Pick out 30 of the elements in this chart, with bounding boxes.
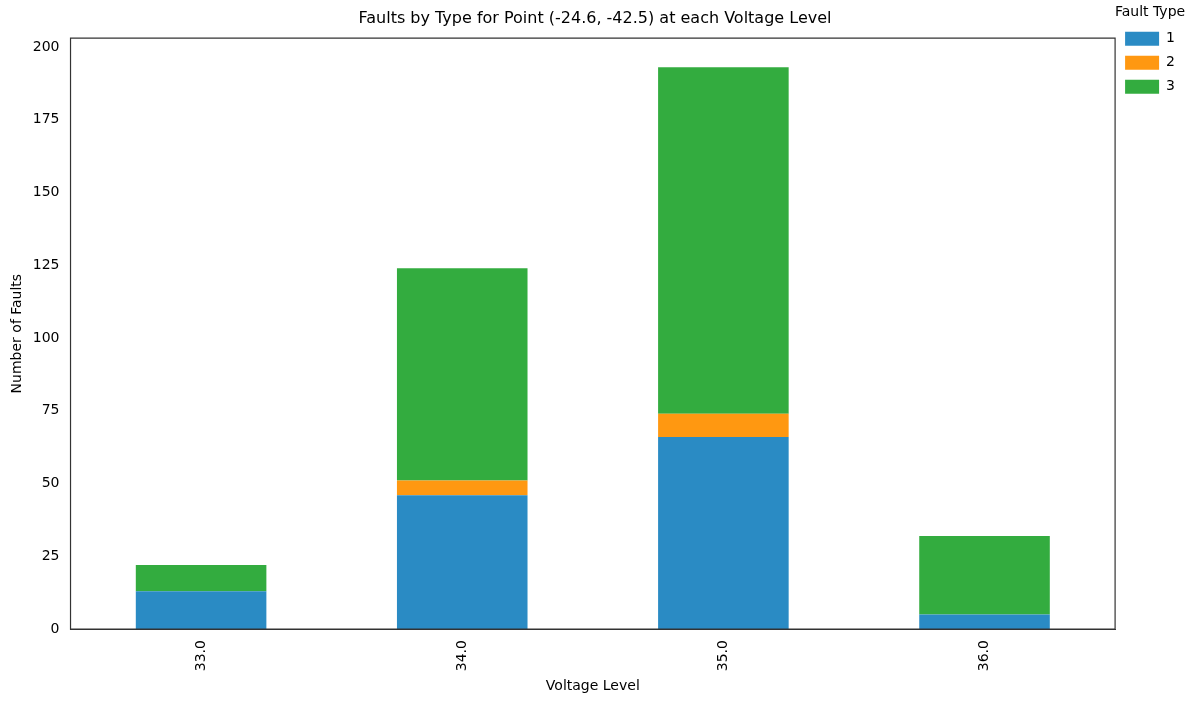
legend-label: 3 bbox=[1166, 77, 1176, 94]
bar bbox=[919, 614, 1050, 630]
x-tick-label: 36.0 bbox=[975, 640, 992, 672]
x-axis-title: Voltage Level bbox=[545, 677, 640, 694]
y-tick-label: 150 bbox=[32, 183, 60, 200]
x-tick-label: 33.0 bbox=[191, 640, 208, 672]
bar bbox=[396, 480, 528, 496]
bar bbox=[658, 67, 789, 414]
y-tick-label: 25 bbox=[41, 546, 60, 563]
legend-label: 2 bbox=[1166, 53, 1176, 70]
y-tick-label: 125 bbox=[32, 255, 60, 272]
y-tick-label: 0 bbox=[50, 619, 60, 636]
bar bbox=[658, 413, 789, 437]
legend-label: 1 bbox=[1166, 29, 1176, 46]
y-tick-label: 175 bbox=[32, 110, 60, 127]
bar bbox=[919, 535, 1050, 615]
y-axis-title: Number of Faults bbox=[8, 273, 25, 394]
y-tick-label: 75 bbox=[41, 401, 60, 418]
y-tick-label: 200 bbox=[32, 37, 60, 54]
chart-title: Faults by Type for Point (-24.6, -42.5) at each Voltage Level bbox=[358, 7, 832, 27]
bar bbox=[396, 495, 528, 630]
x-tick-label: 35.0 bbox=[714, 640, 731, 672]
x-tick-label: 34.0 bbox=[452, 640, 469, 672]
bar bbox=[135, 591, 267, 630]
bar bbox=[396, 268, 528, 481]
legend-title: Fault Type bbox=[1114, 2, 1186, 19]
y-tick-label: 100 bbox=[32, 328, 60, 345]
bar bbox=[135, 565, 267, 592]
bar bbox=[658, 436, 789, 630]
y-tick-label: 50 bbox=[41, 474, 60, 491]
